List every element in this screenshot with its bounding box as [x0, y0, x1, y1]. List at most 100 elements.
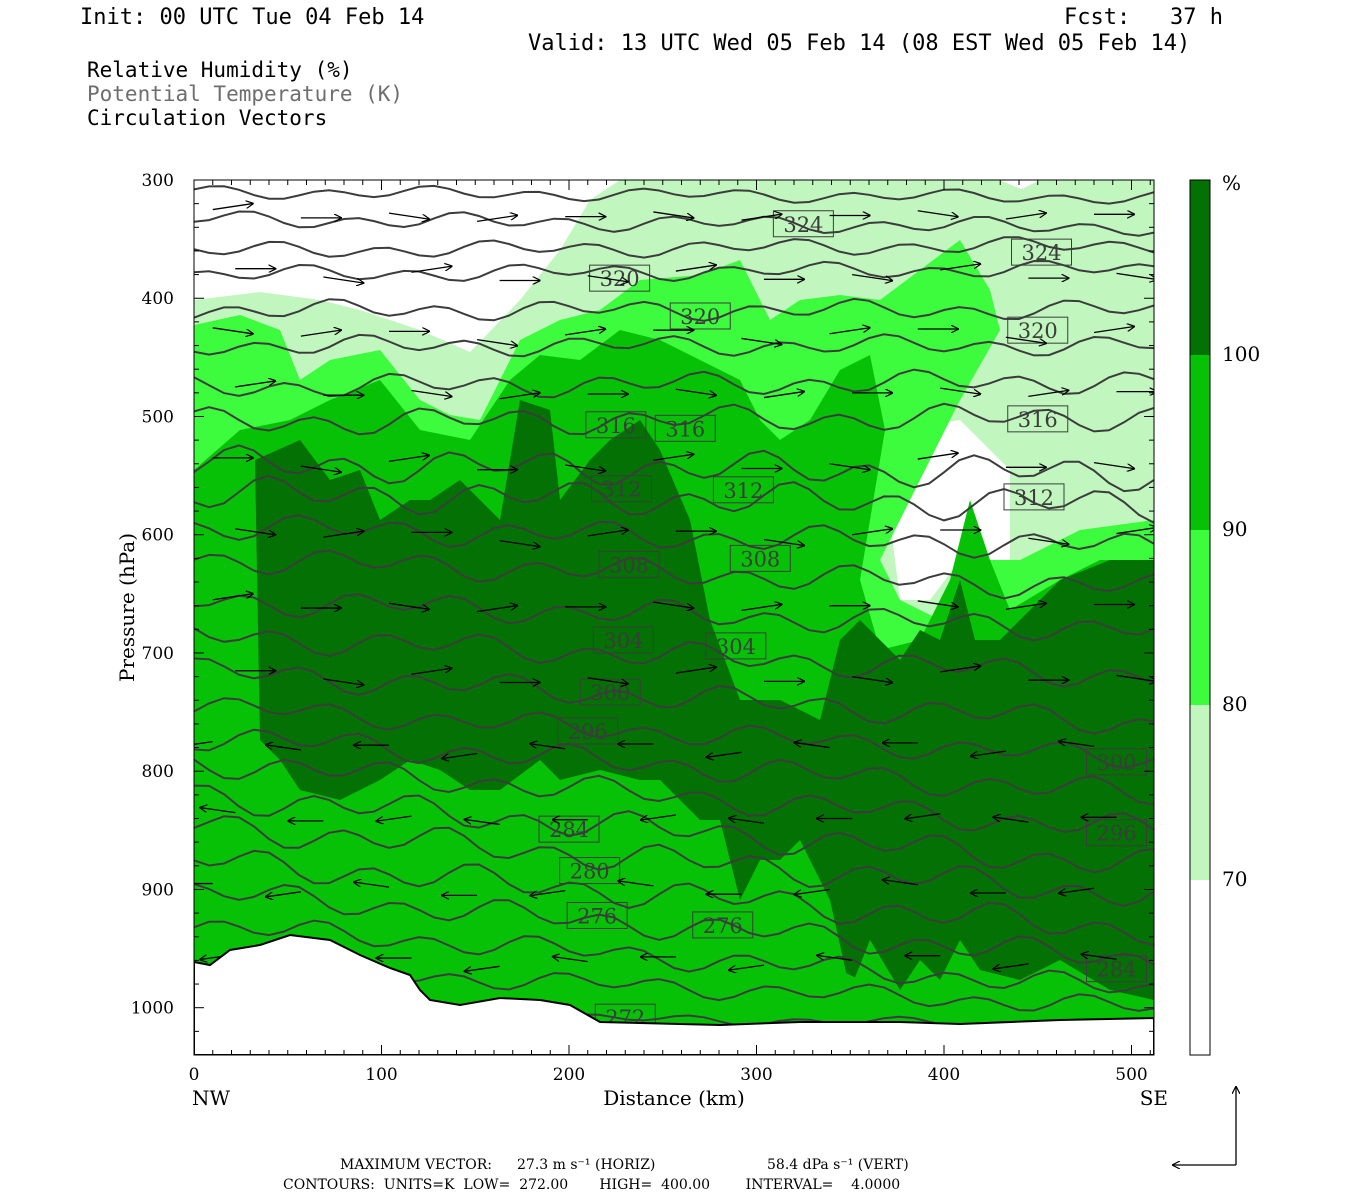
vector-arrow: [323, 678, 363, 685]
rh-100-region: [255, 400, 1154, 1000]
theta-line: [194, 815, 1154, 907]
valid-time: Valid: 13 UTC Wed 05 Feb 14 (08 EST Wed …: [528, 31, 1191, 56]
theta-line: [194, 402, 1154, 436]
vector-arrow: [829, 328, 870, 335]
vector-arrow: [795, 888, 830, 894]
colorbar-segment: [1190, 530, 1210, 705]
vector-arrow: [565, 329, 605, 336]
vector-arrow: [653, 211, 693, 218]
vector-arrow: [1059, 741, 1095, 748]
theta-line: [194, 627, 1154, 688]
theta-label-text: 296: [1096, 822, 1136, 846]
vector-arrow: [411, 266, 452, 273]
y-tick-label: 300: [142, 171, 174, 191]
vector-arrow: [993, 963, 1029, 969]
vector-arrow: [477, 338, 517, 346]
vector-arrow: [917, 453, 958, 460]
theta-label: 304: [705, 632, 767, 660]
theta-line: [194, 444, 1154, 493]
theta-line: [194, 210, 1154, 237]
vector-arrow: [641, 814, 676, 820]
vector-arrow: [565, 464, 605, 471]
vector-arrow: [940, 264, 980, 271]
vector-arrow: [323, 531, 363, 538]
y-axis-label: Pressure (hPa): [115, 533, 139, 682]
theta-label-text: 312: [723, 479, 763, 503]
theta-label: 308: [598, 550, 660, 578]
theta-label-text: 324: [1021, 241, 1061, 265]
vector-arrow: [741, 337, 782, 344]
vector-arrow: [1005, 603, 1046, 610]
vector-arrow: [477, 215, 517, 223]
theta-label: 312: [591, 475, 652, 503]
theta-line: [194, 882, 1154, 966]
vector-arrow: [817, 955, 853, 962]
theta-line: [194, 849, 1154, 947]
vector-arrow: [212, 327, 253, 334]
max-vector-vert: 58.4 dPa s⁻¹ (VERT): [767, 1157, 909, 1173]
theta-line: [194, 333, 1154, 358]
theta-line: [194, 919, 1154, 994]
theta-label: 284: [1086, 955, 1147, 983]
theta-line: [194, 593, 1154, 642]
vector-arrow: [618, 881, 654, 887]
colorbar-label: 90: [1222, 517, 1247, 541]
y-tick-label: 700: [142, 644, 174, 664]
vector-arrow: [235, 528, 275, 535]
vector-arrow: [1093, 461, 1134, 469]
theta-line: [194, 728, 1154, 806]
theta-label: 316: [1007, 405, 1069, 433]
theta-label: 276: [692, 911, 754, 939]
theta-label: 316: [654, 414, 716, 442]
theta-line: [194, 549, 1154, 600]
theta-label: 308: [729, 544, 791, 572]
vector-arrow: [707, 751, 742, 757]
vector-arrow: [1082, 954, 1117, 960]
vector-arrow: [323, 276, 363, 283]
theta-label-text: 316: [596, 414, 636, 438]
theta-label-text: 320: [680, 305, 720, 329]
vector-arrow: [411, 389, 452, 396]
forecast-hour: Fcst: 37 h: [1064, 5, 1223, 30]
vector-arrow: [763, 392, 804, 399]
se-label: SE: [1140, 1086, 1168, 1110]
vector-arrow: [388, 212, 429, 219]
vector-arrow: [499, 393, 540, 400]
x-tick-label: 100: [365, 1065, 397, 1085]
vector-arrow: [729, 964, 765, 970]
vector-arrow: [1116, 528, 1154, 535]
legend-rh: Relative Humidity (%): [87, 58, 353, 82]
theta-label-text: 304: [716, 635, 756, 659]
vector-arrow: [675, 667, 716, 674]
vector-arrow: [465, 819, 500, 826]
theta-label-text: 304: [603, 629, 643, 653]
legend-theta: Potential Temperature (K): [87, 82, 404, 106]
vector-arrow: [465, 965, 500, 971]
vector-arrow: [940, 666, 980, 673]
theta-label-text: 284: [1096, 958, 1136, 982]
theta-label: 320: [1007, 316, 1069, 344]
vector-arrow: [212, 204, 253, 211]
vector-arrow: [852, 529, 892, 536]
vector-arrow: [200, 808, 236, 814]
max-vector-horiz: 27.3 m s⁻¹ (HORIZ): [517, 1157, 656, 1173]
vector-arrow: [940, 387, 980, 394]
vector-arrow: [388, 602, 429, 609]
theta-label: 312: [712, 476, 774, 504]
vector-arrow: [993, 817, 1029, 823]
y-tick-label: 400: [142, 289, 174, 309]
vector-arrow: [741, 604, 782, 612]
vector-arrow: [553, 957, 588, 963]
vector-arrow: [741, 214, 782, 221]
circulation-vectors: [194, 204, 1154, 972]
theta-line: [194, 697, 1154, 769]
vector-arrow: [300, 465, 341, 472]
theta-label-text: 276: [577, 904, 617, 928]
theta-label: 324: [1011, 238, 1072, 266]
vector-arrow: [587, 677, 628, 684]
vector-arrow: [194, 741, 213, 745]
theta-label-text: 280: [570, 860, 610, 884]
theta-label: 276: [566, 901, 628, 929]
vector-arrow: [587, 530, 628, 537]
